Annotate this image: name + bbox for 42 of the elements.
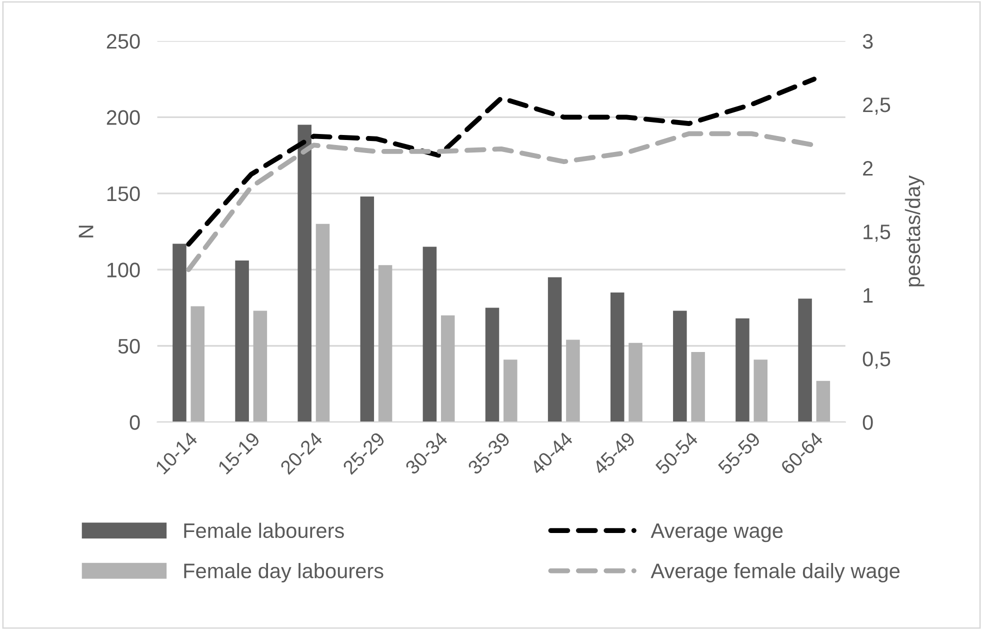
y-tick-label: 200 <box>106 110 140 125</box>
y-tick-label: 250 <box>106 34 140 49</box>
y-tick-label: 100 <box>107 262 140 278</box>
bar <box>440 315 455 422</box>
y2-tick-label: 2 <box>863 161 873 176</box>
y2-axis-title: pesetas/day <box>904 175 924 286</box>
bar <box>628 342 642 422</box>
bar <box>378 265 392 422</box>
y2-tick-label: 1,5 <box>864 224 890 242</box>
bar <box>360 196 374 422</box>
y2-tick-label: 0,5 <box>862 352 890 369</box>
y-tick-label: 150 <box>107 186 140 202</box>
bar <box>798 298 812 422</box>
line-series <box>186 76 817 247</box>
bar <box>235 260 249 422</box>
bar <box>736 318 750 422</box>
y2-tick-label: 1 <box>864 288 873 303</box>
bar <box>422 246 437 422</box>
legend-label: Average wage <box>650 524 783 542</box>
bar <box>566 340 580 422</box>
y2-tick-label: 3 <box>862 34 873 49</box>
y-axis-title: N <box>78 226 94 238</box>
bar <box>172 244 186 422</box>
bar <box>298 124 312 422</box>
bar <box>253 310 268 422</box>
y-tick-label: 50 <box>118 338 140 354</box>
bar <box>190 306 205 422</box>
bar <box>548 277 562 422</box>
y2-tick-label: 0 <box>862 415 873 430</box>
y2-tick-label: 2,5 <box>863 97 890 115</box>
bar <box>816 380 830 422</box>
bar <box>316 224 330 422</box>
legend-label: Average female daily wage <box>650 563 900 582</box>
bar <box>754 360 768 422</box>
bar <box>691 352 705 422</box>
bar <box>673 310 687 422</box>
bar <box>504 360 518 422</box>
bar <box>485 308 500 422</box>
bar <box>610 292 624 422</box>
legend-label: Female labourers <box>184 522 344 538</box>
legend-label: Female day labourers <box>184 563 384 582</box>
y-tick-label: 0 <box>130 415 140 430</box>
